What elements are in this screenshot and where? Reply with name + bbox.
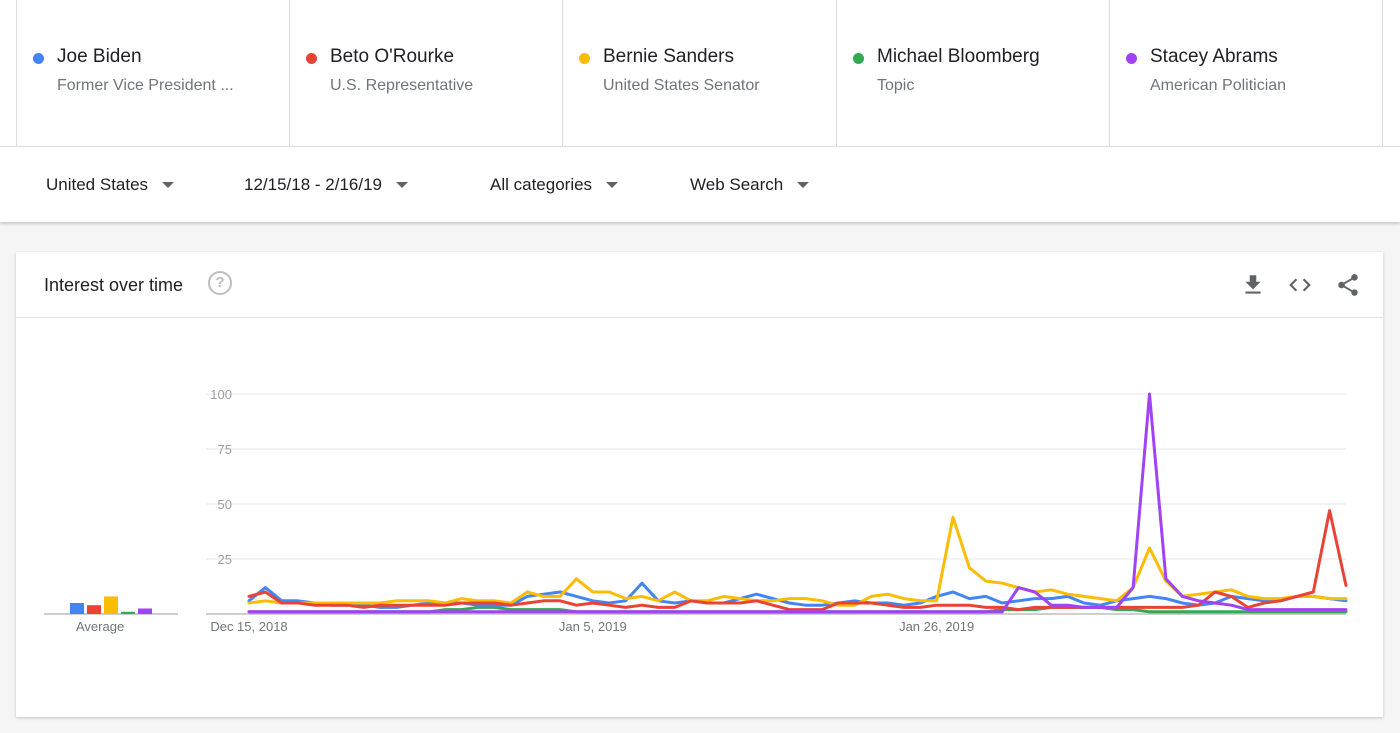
caret-down-icon — [396, 182, 409, 188]
term-subtitle: United States Senator — [603, 77, 760, 94]
region-value: United States — [46, 175, 149, 194]
search-type-value: Web Search — [690, 175, 784, 194]
average-bar — [138, 608, 152, 614]
series-line — [247, 581, 1348, 609]
caret-down-icon — [797, 182, 810, 188]
term-card-beto-orourke[interactable]: Beto O'Rourke U.S. Representative — [289, 0, 563, 146]
series-color-dot — [33, 53, 44, 64]
term-name: Michael Bloomberg — [877, 46, 1040, 67]
average-bar — [104, 596, 118, 614]
term-name: Beto O'Rourke — [330, 46, 455, 67]
series-color-dot — [579, 53, 590, 64]
region-dropdown[interactable]: United States — [46, 175, 175, 195]
card-title: Interest over time — [44, 275, 184, 295]
caret-down-icon — [606, 182, 619, 188]
caret-down-icon — [162, 182, 175, 188]
series-line — [247, 509, 1348, 612]
term-name: Stacey Abrams — [1150, 46, 1278, 67]
term-card-joe-biden[interactable]: Joe Biden Former Vice President ... — [16, 0, 290, 146]
chart-gridlines — [206, 393, 1346, 615]
y-tick-label: 25 — [218, 552, 232, 567]
term-name: Joe Biden — [57, 46, 142, 67]
series-color-dot — [853, 53, 864, 64]
average-bars — [44, 596, 178, 615]
search-type-dropdown[interactable]: Web Search — [690, 175, 810, 195]
term-subtitle: American Politician — [1150, 77, 1287, 94]
series-line — [247, 515, 1348, 607]
average-bar — [87, 605, 101, 614]
series-line — [247, 392, 1348, 614]
series-color-dot — [306, 53, 317, 64]
term-name: Bernie Sanders — [603, 46, 734, 67]
card-header: Interest over time ? — [16, 252, 1383, 318]
average-bar — [121, 611, 135, 614]
category-value: All categories — [490, 175, 593, 194]
download-icon[interactable] — [1240, 272, 1266, 298]
average-label: Average — [76, 619, 125, 634]
term-subtitle: Former Vice President ... — [57, 77, 234, 94]
average-bar — [70, 603, 84, 614]
series-color-dot — [1126, 53, 1137, 64]
interest-over-time-chart: 100 75 50 25 Dec 15, 2018 Jan 5, 2019 Jan 26,… — [44, 387, 1348, 634]
help-circle-icon[interactable]: ? — [208, 271, 232, 295]
date-range-dropdown[interactable]: 12/15/18 - 2/16/19 — [244, 175, 409, 195]
date-range-value: 12/15/18 - 2/16/19 — [244, 175, 383, 194]
comparison-terms-bar: Joe Biden Former Vice President ... Beto… — [0, 0, 1400, 146]
term-card-bernie-sanders[interactable]: Bernie Sanders United States Senator — [562, 0, 836, 146]
x-tick-label: Dec 15, 2018 — [210, 619, 287, 634]
share-icon[interactable] — [1335, 272, 1361, 298]
y-tick-label: 75 — [218, 442, 232, 457]
series-lines — [247, 392, 1348, 614]
x-tick-label: Jan 5, 2019 — [559, 619, 627, 634]
y-axis-ticks: 100 75 50 25 — [210, 387, 232, 567]
term-subtitle: U.S. Representative — [330, 77, 474, 94]
x-tick-label: Jan 26, 2019 — [899, 619, 974, 634]
term-card-michael-bloomberg[interactable]: Michael Bloomberg Topic — [836, 0, 1110, 146]
term-card-stacey-abrams[interactable]: Stacey Abrams American Politician — [1109, 0, 1383, 146]
x-axis-ticks: Dec 15, 2018 Jan 5, 2019 Jan 26, 2019 — [210, 619, 974, 634]
category-dropdown[interactable]: All categories — [490, 175, 619, 195]
term-subtitle: Topic — [877, 77, 915, 94]
filter-bar: United States 12/15/18 - 2/16/19 All cat… — [0, 146, 1400, 222]
y-tick-label: 50 — [218, 497, 232, 512]
interest-over-time-card: Interest over time ? 100 75 50 25 Dec 15, 2… — [16, 252, 1383, 717]
embed-code-icon[interactable] — [1287, 272, 1313, 298]
y-tick-label: 100 — [210, 387, 232, 402]
